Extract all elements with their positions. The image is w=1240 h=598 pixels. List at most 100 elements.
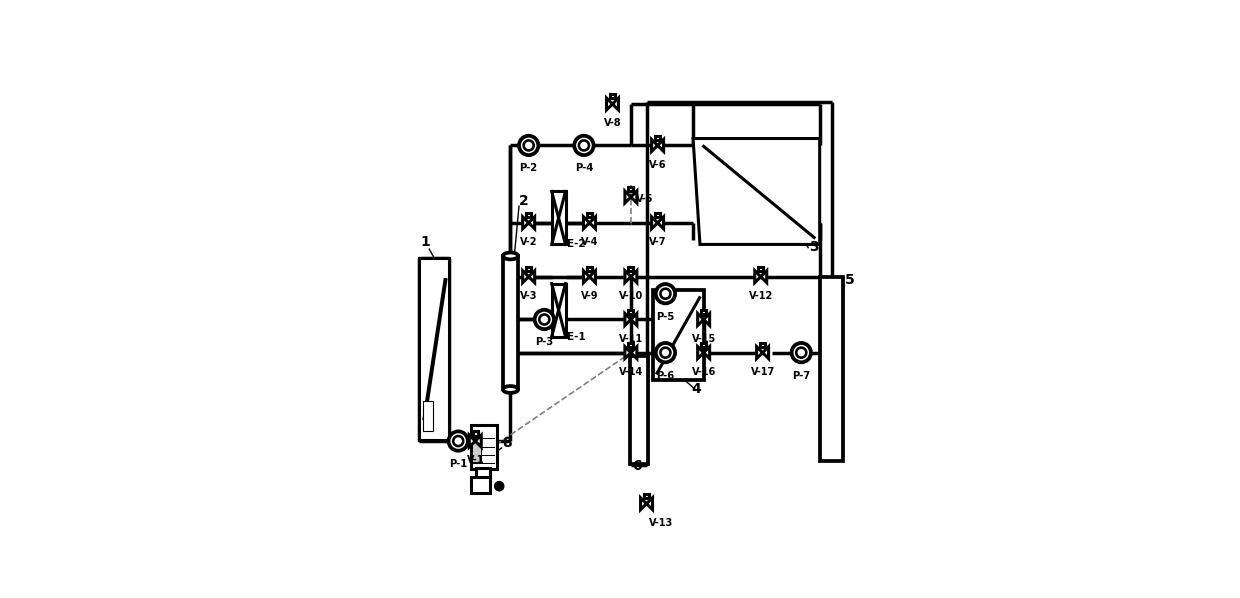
- Text: V-13: V-13: [649, 518, 673, 528]
- Polygon shape: [523, 271, 528, 283]
- Circle shape: [534, 310, 554, 329]
- Text: V-6: V-6: [649, 160, 666, 170]
- Polygon shape: [631, 271, 637, 283]
- Circle shape: [449, 431, 467, 451]
- Text: P-2: P-2: [520, 163, 538, 173]
- Text: P-6: P-6: [656, 371, 675, 380]
- Circle shape: [661, 347, 671, 358]
- Bar: [653, 291, 703, 380]
- Bar: [820, 277, 843, 461]
- Text: V-17: V-17: [750, 367, 775, 377]
- Polygon shape: [589, 271, 595, 283]
- Bar: [587, 213, 591, 217]
- Bar: [552, 283, 565, 337]
- Text: V-3: V-3: [520, 291, 537, 301]
- Bar: [419, 258, 449, 440]
- Polygon shape: [469, 435, 475, 447]
- Bar: [472, 438, 481, 462]
- Polygon shape: [761, 271, 766, 283]
- Circle shape: [523, 141, 533, 151]
- Polygon shape: [763, 347, 769, 359]
- Text: P-5: P-5: [656, 312, 675, 322]
- Text: V-11: V-11: [619, 334, 644, 344]
- Text: V-8: V-8: [604, 118, 621, 128]
- Circle shape: [495, 481, 503, 491]
- Bar: [471, 425, 497, 469]
- Polygon shape: [625, 313, 631, 325]
- Text: E-1: E-1: [568, 332, 587, 341]
- Polygon shape: [698, 347, 703, 359]
- Bar: [587, 267, 591, 271]
- Polygon shape: [475, 435, 481, 447]
- Circle shape: [539, 315, 549, 325]
- Polygon shape: [625, 271, 631, 283]
- Bar: [655, 136, 660, 140]
- Polygon shape: [631, 347, 637, 359]
- Text: V-15: V-15: [692, 334, 715, 344]
- Bar: [629, 187, 634, 191]
- Text: V-2: V-2: [520, 237, 537, 247]
- Text: P-4: P-4: [575, 163, 593, 173]
- Polygon shape: [657, 217, 663, 229]
- Bar: [423, 401, 433, 431]
- Circle shape: [520, 136, 538, 155]
- Bar: [644, 494, 649, 498]
- Bar: [471, 477, 490, 493]
- Text: V-7: V-7: [649, 237, 666, 247]
- Bar: [630, 356, 649, 464]
- Bar: [701, 310, 706, 314]
- Text: V-14: V-14: [619, 367, 644, 377]
- Bar: [629, 267, 634, 271]
- Polygon shape: [693, 139, 820, 245]
- Bar: [472, 431, 477, 435]
- Polygon shape: [613, 98, 619, 110]
- Polygon shape: [698, 313, 703, 325]
- Circle shape: [791, 343, 811, 362]
- Circle shape: [574, 136, 594, 155]
- Bar: [758, 267, 764, 271]
- Bar: [526, 213, 531, 217]
- Polygon shape: [589, 217, 595, 229]
- Polygon shape: [703, 347, 709, 359]
- Polygon shape: [641, 498, 646, 509]
- Bar: [655, 213, 660, 217]
- Text: E-2: E-2: [568, 239, 587, 249]
- Bar: [526, 267, 531, 271]
- Text: V-10: V-10: [619, 291, 644, 301]
- Polygon shape: [528, 271, 534, 283]
- Text: 6: 6: [632, 459, 642, 472]
- Circle shape: [661, 289, 671, 299]
- Text: V-4: V-4: [580, 237, 598, 247]
- Text: P-1: P-1: [449, 459, 467, 469]
- Polygon shape: [703, 313, 709, 325]
- Bar: [629, 343, 634, 347]
- Polygon shape: [631, 313, 637, 325]
- Polygon shape: [755, 271, 761, 283]
- Text: 4: 4: [692, 382, 702, 396]
- Text: V-9: V-9: [580, 291, 598, 301]
- Text: P-3: P-3: [536, 337, 553, 347]
- Circle shape: [656, 343, 675, 362]
- Bar: [503, 256, 518, 389]
- Text: V-16: V-16: [692, 367, 715, 377]
- Text: V-5: V-5: [636, 194, 653, 204]
- Ellipse shape: [503, 252, 518, 260]
- Text: V-1: V-1: [466, 455, 484, 465]
- Polygon shape: [606, 98, 613, 110]
- Text: 5: 5: [844, 273, 854, 286]
- Bar: [701, 343, 706, 347]
- Polygon shape: [651, 217, 657, 229]
- Text: 1: 1: [420, 235, 430, 249]
- Polygon shape: [528, 217, 534, 229]
- Text: 2: 2: [520, 194, 528, 208]
- Bar: [760, 343, 765, 347]
- Polygon shape: [631, 191, 637, 203]
- Polygon shape: [523, 217, 528, 229]
- Bar: [476, 468, 490, 478]
- Circle shape: [796, 347, 806, 358]
- Polygon shape: [625, 191, 631, 203]
- Polygon shape: [651, 139, 657, 151]
- Circle shape: [579, 141, 589, 151]
- Text: 3: 3: [810, 240, 820, 254]
- Bar: [610, 94, 615, 99]
